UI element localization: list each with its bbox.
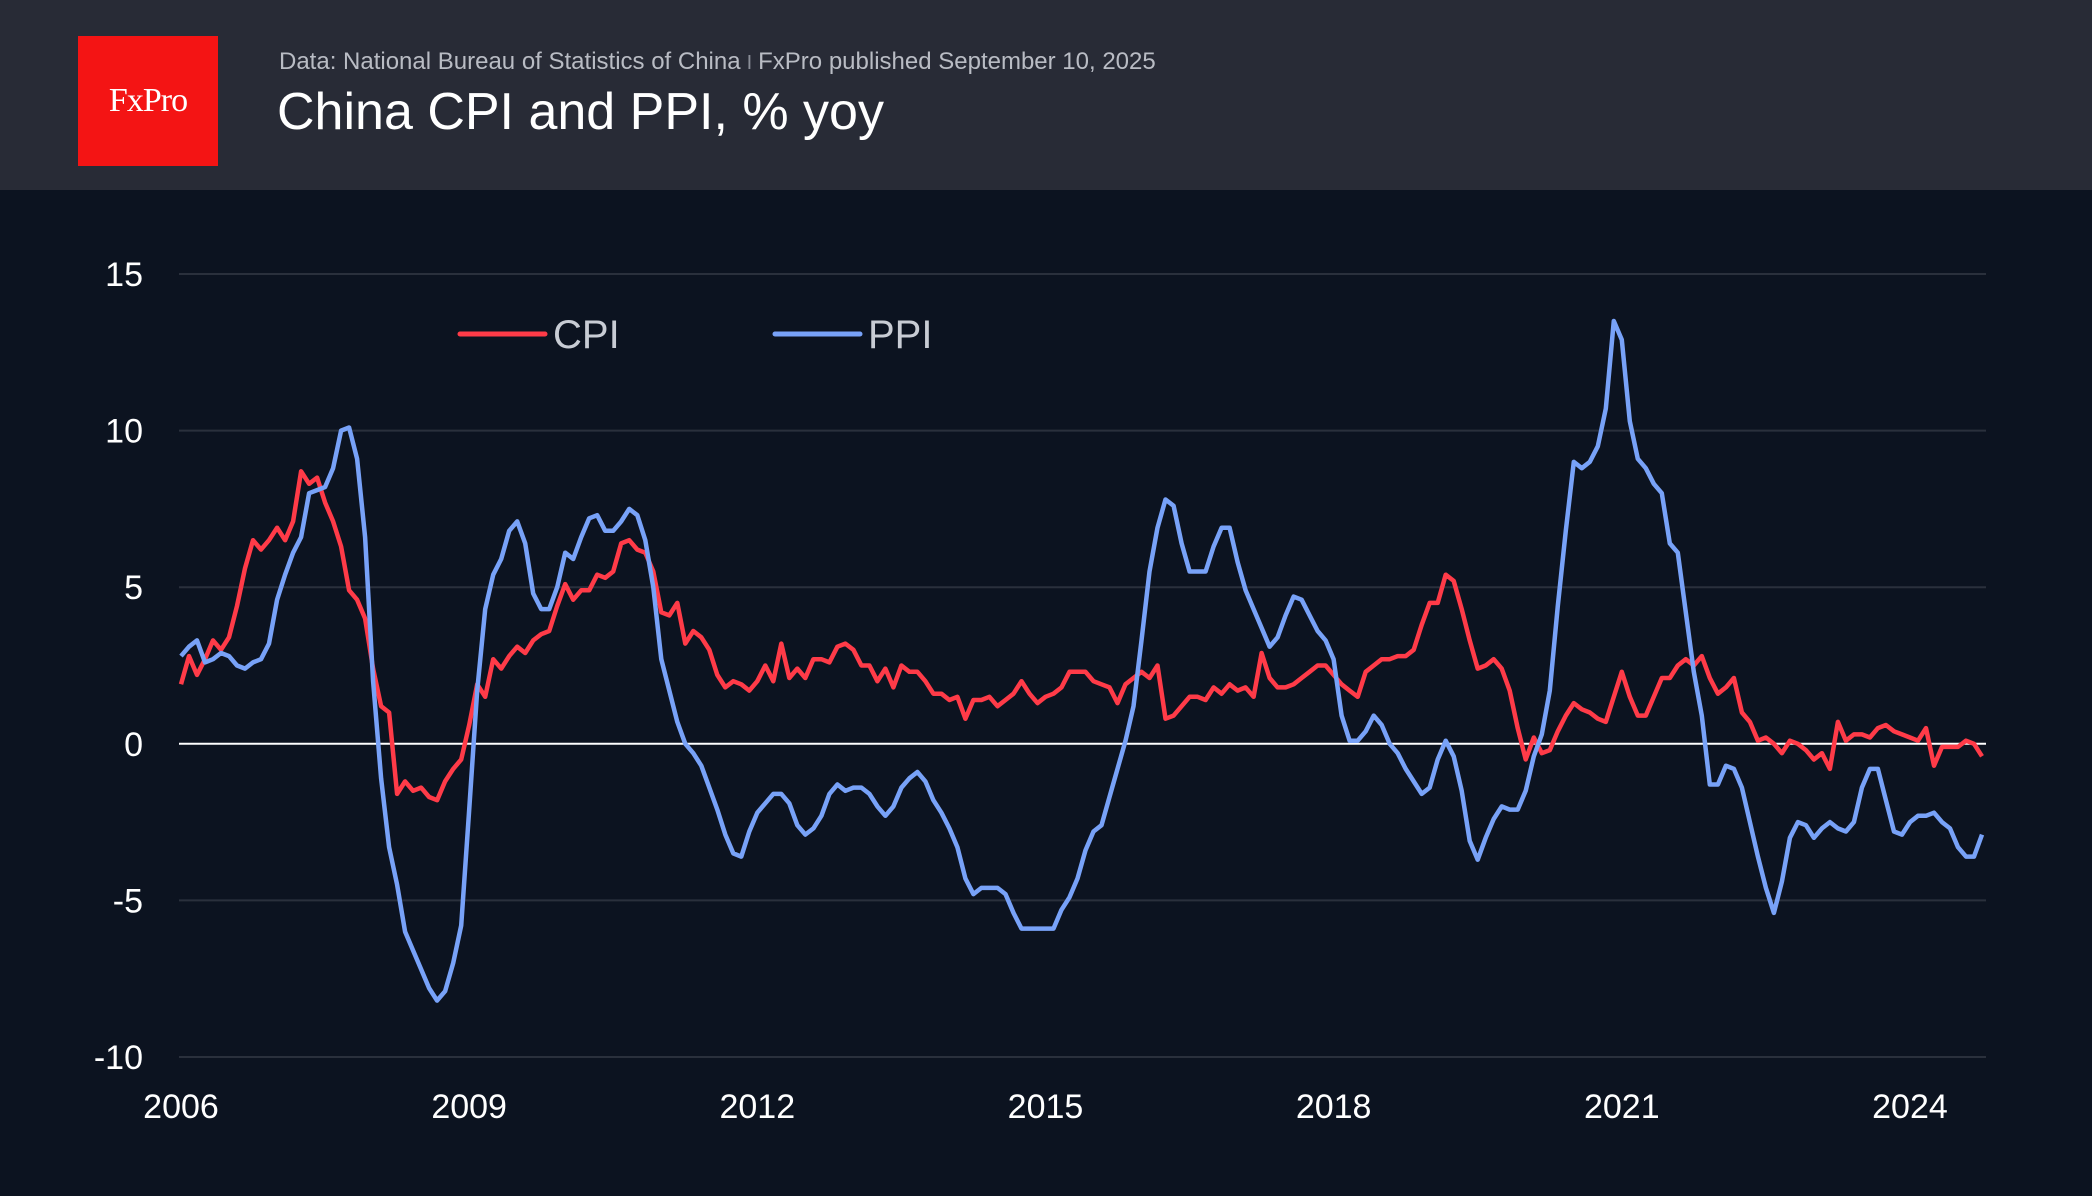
legend-label-cpi: CPI (553, 313, 620, 357)
legend: CPI PPI (457, 313, 932, 357)
x-tick-label: 2015 (1008, 1088, 1084, 1126)
y-tick-label: 15 (105, 256, 143, 294)
series-line-cpi (178, 469, 1984, 803)
data-source: Data: National Bureau of Statistics of C… (279, 48, 741, 75)
y-tick-label: 0 (124, 726, 143, 764)
y-tick-label: -5 (113, 882, 143, 920)
header: FxPro Data: National Bureau of Statistic… (0, 0, 2092, 190)
y-tick-label: -10 (94, 1039, 143, 1077)
x-tick-label: 2009 (431, 1088, 507, 1126)
legend-label-ppi: PPI (868, 313, 932, 357)
chart-subtitle: Data: National Bureau of Statistics of C… (279, 48, 1156, 76)
x-tick-label: 2021 (1584, 1088, 1660, 1126)
separator: I (746, 52, 753, 74)
chart-title: China CPI and PPI, % yoy (277, 83, 884, 141)
gridlines (179, 273, 1986, 1058)
fxpro-logo: FxPro (78, 36, 218, 166)
y-tick-label: 10 (105, 413, 143, 451)
published-date: FxPro published September 10, 2025 (758, 48, 1156, 75)
x-tick-label: 2006 (143, 1088, 219, 1126)
x-tick-label: 2018 (1296, 1088, 1372, 1126)
x-tick-label: 2024 (1872, 1088, 1948, 1126)
x-tick-label: 2012 (719, 1088, 795, 1126)
series-line-ppi (179, 318, 1985, 1003)
y-tick-label: 5 (124, 569, 143, 607)
y-axis-labels: 15 10 5 0 -5 -10 (94, 256, 143, 1077)
x-axis-labels: 2006 2009 2012 2015 2018 2021 2024 (143, 1088, 1948, 1126)
logo-text: FxPro (108, 82, 188, 119)
series-lines (178, 318, 1985, 1003)
